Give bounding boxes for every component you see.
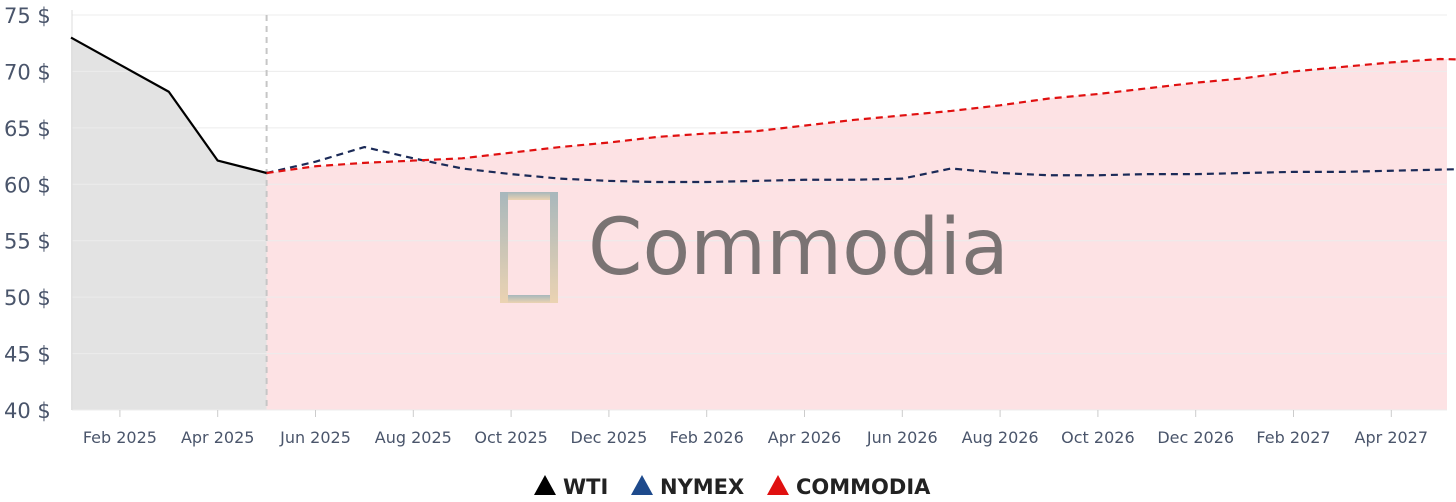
chart-legend: WTI NYMEX COMMODIA — [534, 475, 931, 498]
y-tick-label: 75 $ — [4, 4, 51, 28]
y-tick-label: 70 $ — [4, 60, 51, 84]
x-tick-label: Oct 2025 — [474, 428, 547, 447]
x-axis-ticks: Feb 2025 Apr 2025 Jun 2025 Aug 2025 Oct 2025… — [83, 410, 1428, 447]
x-tick-label: Oct 2026 — [1061, 428, 1134, 447]
watermark-text: Commodia — [588, 203, 1009, 293]
x-tick-label: Jun 2026 — [866, 428, 938, 447]
x-tick-label: Dec 2025 — [571, 428, 648, 447]
x-tick-label: Aug 2025 — [375, 428, 452, 447]
legend-label-commodia[interactable]: COMMODIA — [796, 475, 931, 498]
y-tick-label: 45 $ — [4, 343, 51, 367]
y-tick-label: 50 $ — [4, 286, 51, 310]
x-tick-label: Apr 2027 — [1355, 428, 1428, 447]
legend-label-nymex[interactable]: NYMEX — [660, 475, 744, 498]
x-tick-label: Feb 2026 — [670, 428, 744, 447]
y-tick-label: 65 $ — [4, 117, 51, 141]
y-tick-label: 55 $ — [4, 230, 51, 254]
legend-marker-wti-icon — [534, 475, 556, 495]
x-tick-label: Feb 2027 — [1256, 428, 1330, 447]
legend-label-wti[interactable]: WTI — [563, 475, 608, 498]
x-tick-label: Apr 2025 — [181, 428, 254, 447]
x-tick-label: Dec 2026 — [1157, 428, 1234, 447]
y-tick-label: 60 $ — [4, 173, 51, 197]
y-tick-label: 40 $ — [4, 399, 51, 423]
x-tick-label: Aug 2026 — [962, 428, 1039, 447]
x-tick-label: Apr 2026 — [768, 428, 841, 447]
legend-marker-commodia-icon — [767, 475, 789, 495]
x-tick-label: Jun 2025 — [279, 428, 351, 447]
legend-marker-nymex-icon — [631, 475, 653, 495]
x-tick-label: Feb 2025 — [83, 428, 157, 447]
y-axis-ticks: 40 $ 45 $ 50 $ 55 $ 60 $ 65 $ 70 $ 75 $ — [4, 4, 51, 423]
